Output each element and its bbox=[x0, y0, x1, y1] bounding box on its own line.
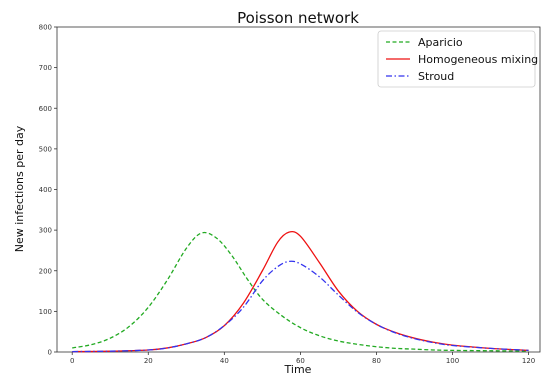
y-tick-label: 800 bbox=[39, 24, 52, 32]
x-axis-label: Time bbox=[284, 363, 312, 376]
y-tick-label: 300 bbox=[39, 227, 52, 235]
x-axis: 0 20 40 60 80 100 120 bbox=[70, 352, 535, 365]
x-tick-label: 120 bbox=[522, 357, 535, 365]
chart-title: Poisson network bbox=[237, 9, 359, 27]
series-line-stroud bbox=[72, 260, 529, 353]
x-tick-label: 0 bbox=[70, 357, 74, 365]
y-tick-label: 400 bbox=[39, 186, 52, 194]
legend-label-aparicio: Aparicio bbox=[418, 36, 463, 49]
x-tick-label: 40 bbox=[220, 357, 229, 365]
legend-label-stroud: Stroud bbox=[418, 70, 454, 83]
x-tick-label: 60 bbox=[296, 357, 305, 365]
series-line-aparicio bbox=[72, 231, 529, 352]
series-line-homogeneous-mixing bbox=[72, 230, 529, 353]
y-tick-label: 600 bbox=[39, 105, 52, 113]
legend-label-homogeneous-mixing: Homogeneous mixing bbox=[418, 53, 538, 66]
x-tick-label: 80 bbox=[372, 357, 381, 365]
y-tick-label: 0 bbox=[48, 349, 52, 357]
x-tick-label: 100 bbox=[446, 357, 459, 365]
x-tick-label: 20 bbox=[144, 357, 153, 365]
y-tick-label: 500 bbox=[39, 145, 52, 153]
y-tick-label: 200 bbox=[39, 267, 52, 275]
y-tick-label: 700 bbox=[39, 64, 52, 72]
legend-box bbox=[377, 30, 536, 88]
y-axis-label: New infections per day bbox=[13, 125, 26, 252]
y-axis: 0 100 200 300 400 500 600 700 800 bbox=[39, 24, 57, 357]
series-lines bbox=[72, 230, 529, 353]
legend: Aparicio Homogeneous mixing Stroud bbox=[377, 30, 538, 88]
y-tick-label: 100 bbox=[39, 308, 52, 316]
